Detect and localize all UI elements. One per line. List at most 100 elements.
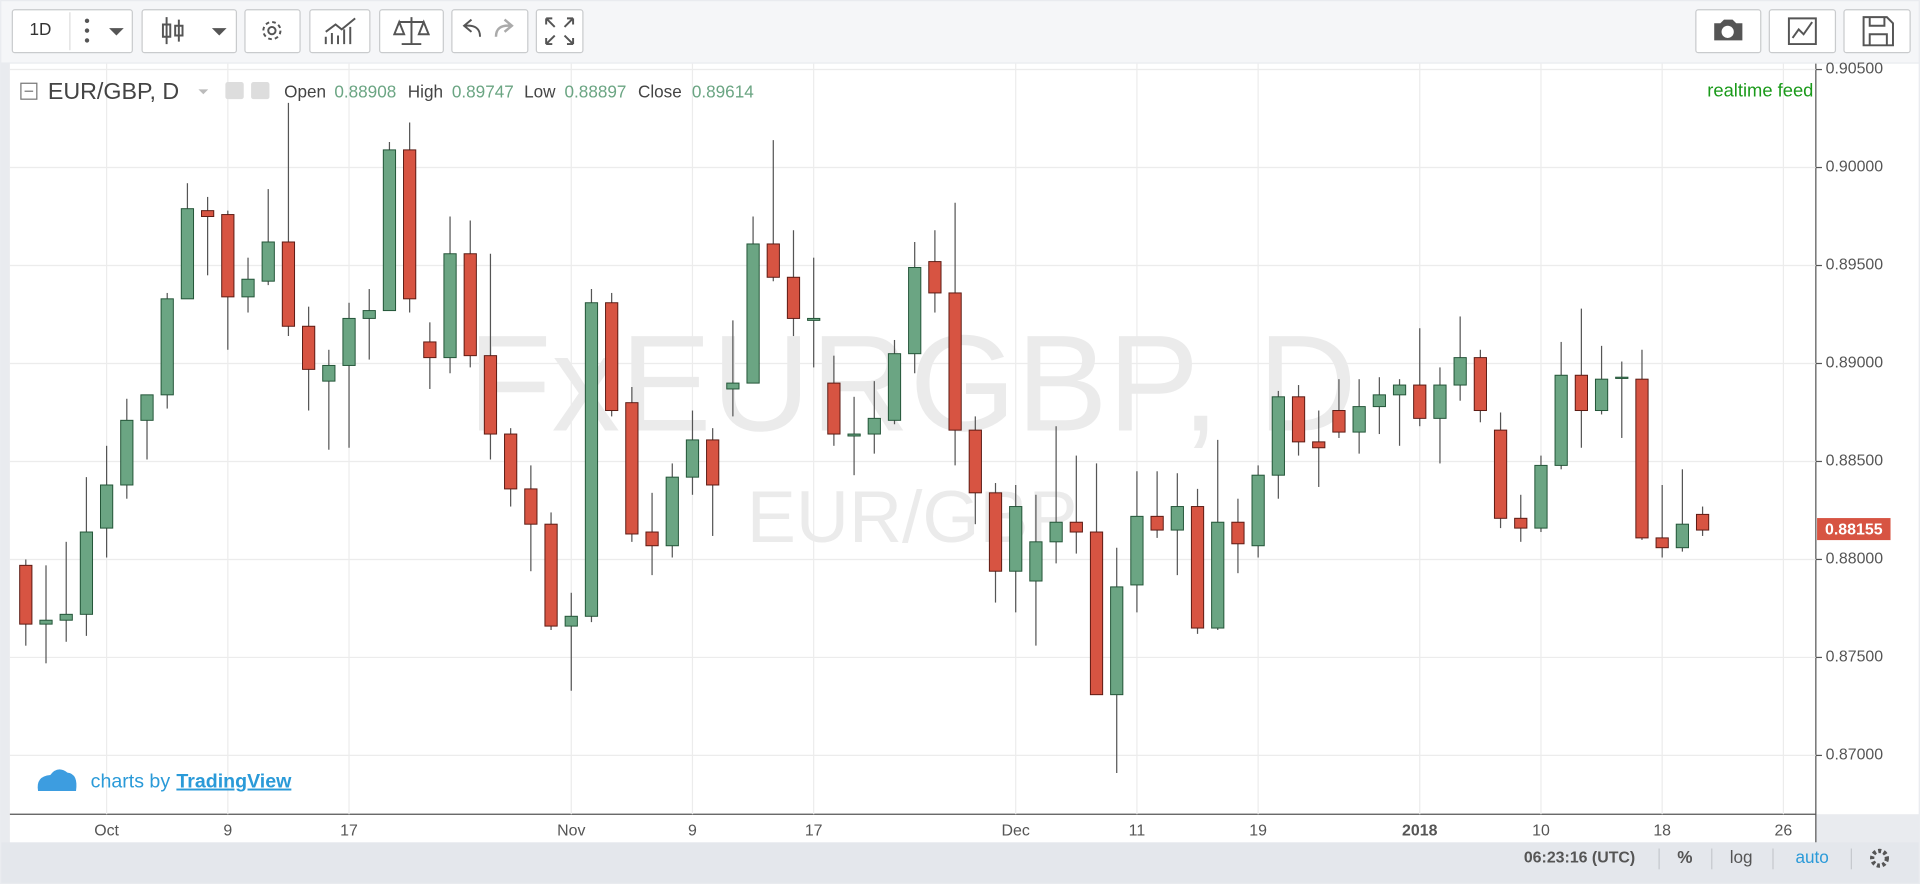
candle-body <box>1413 384 1427 419</box>
candle-body <box>1392 384 1407 396</box>
candle-body <box>685 439 700 478</box>
x-tick-label: 17 <box>340 823 358 840</box>
legend-icon[interactable] <box>225 82 244 100</box>
icon <box>84 28 90 33</box>
y-tick-label: 0.90000 <box>1826 159 1884 176</box>
icon <box>198 89 209 95</box>
candle-body <box>908 266 922 355</box>
undo-redo-button[interactable] <box>451 9 529 54</box>
watermark-pair: EUR/GBP <box>747 475 1078 558</box>
candle-body <box>867 417 881 435</box>
candle-body <box>605 302 619 412</box>
clock: 06:23:16 (UTC) <box>1524 849 1635 866</box>
candle-body <box>665 476 679 547</box>
candle-body <box>1211 521 1225 629</box>
candle-body <box>241 278 255 298</box>
candle-body <box>1110 586 1124 696</box>
candle-body <box>382 149 397 312</box>
icon <box>267 25 277 36</box>
candle-body <box>302 325 316 370</box>
indicators-button[interactable] <box>309 9 371 54</box>
last-price-label: 0.88155 <box>1825 522 1883 539</box>
candle-body <box>120 419 134 486</box>
icon <box>494 18 514 37</box>
candle-body <box>1433 384 1447 419</box>
candle-body <box>1130 515 1144 586</box>
candle-body <box>544 523 558 627</box>
x-tick-label: Nov <box>557 823 585 840</box>
y-tick-label: 0.87000 <box>1826 747 1884 764</box>
candle-body <box>988 492 1003 572</box>
candle-body <box>726 382 740 390</box>
log-toggle[interactable]: log <box>1730 847 1753 867</box>
candle-body <box>1372 394 1386 408</box>
candle-body <box>1473 357 1487 412</box>
candle-body <box>160 298 174 396</box>
branding-prefix: charts by <box>91 771 171 793</box>
settings-button[interactable] <box>244 9 301 54</box>
icon <box>392 17 431 46</box>
candle-body <box>1009 506 1023 572</box>
interval-label[interactable]: 1D <box>30 19 52 39</box>
tradingview-logo[interactable] <box>37 769 77 791</box>
candle-body <box>99 484 114 529</box>
candle-body <box>19 564 33 625</box>
candle-body <box>362 310 376 319</box>
y-tick-label: 0.88500 <box>1826 453 1884 470</box>
ohlc-label: Open <box>284 82 326 102</box>
candle-body <box>443 253 457 359</box>
candles <box>19 102 1710 774</box>
candle-body <box>1554 374 1568 466</box>
price-axis <box>1815 63 1919 815</box>
percent-toggle[interactable]: % <box>1677 847 1692 867</box>
status: realtime feed <box>1707 80 1813 101</box>
candle-body <box>584 302 599 617</box>
x-tick-label: 9 <box>223 823 232 840</box>
icon <box>462 18 482 37</box>
ohlc-value: 0.88897 <box>565 82 627 102</box>
candle-body <box>1029 541 1043 582</box>
candle-body <box>1675 523 1689 549</box>
candle-body <box>504 433 518 490</box>
candle-body <box>79 531 94 615</box>
icon <box>262 21 282 41</box>
candle-body <box>564 615 578 627</box>
auto-toggle[interactable]: auto <box>1795 847 1828 867</box>
y-tick-label: 0.89500 <box>1826 257 1884 274</box>
candle-body <box>1574 374 1588 412</box>
candle-body <box>463 253 477 357</box>
candle-body <box>1655 537 1669 549</box>
chart-type-button[interactable] <box>1768 9 1837 54</box>
candle-body <box>807 317 821 321</box>
fullscreen-button[interactable] <box>535 9 584 54</box>
icon <box>84 18 90 24</box>
y-tick-label: 0.87500 <box>1826 649 1884 666</box>
candle-body <box>887 353 902 421</box>
interval-button[interactable] <box>11 9 133 54</box>
candle-body <box>403 149 417 300</box>
candle-body <box>746 243 760 384</box>
x-tick-label: 17 <box>805 823 823 840</box>
candle-body <box>968 429 982 494</box>
candle-body <box>1049 521 1063 543</box>
branding-link[interactable]: TradingView <box>176 771 292 793</box>
ohlc-value: 0.89747 <box>452 82 514 102</box>
candle-body <box>281 241 296 327</box>
candle-body <box>706 439 720 486</box>
settings-icon[interactable] <box>1870 848 1889 868</box>
icon <box>211 28 227 36</box>
x-tick-label: 10 <box>1532 823 1550 840</box>
ohlc-legend: Open 0.88908 High 0.89747 Low 0.88897 Close 0.8… <box>284 82 754 102</box>
candle-body <box>180 208 195 300</box>
candle-body <box>1251 474 1265 547</box>
bottom-bar <box>1 842 1919 883</box>
legend-icon[interactable] <box>251 82 270 100</box>
candle-body <box>1089 531 1104 696</box>
icon <box>1721 25 1734 38</box>
x-tick-label: Oct <box>94 823 119 840</box>
candle-body <box>1695 513 1710 531</box>
icon <box>161 17 184 45</box>
candle-body <box>1271 396 1285 476</box>
candle-body <box>483 355 498 435</box>
